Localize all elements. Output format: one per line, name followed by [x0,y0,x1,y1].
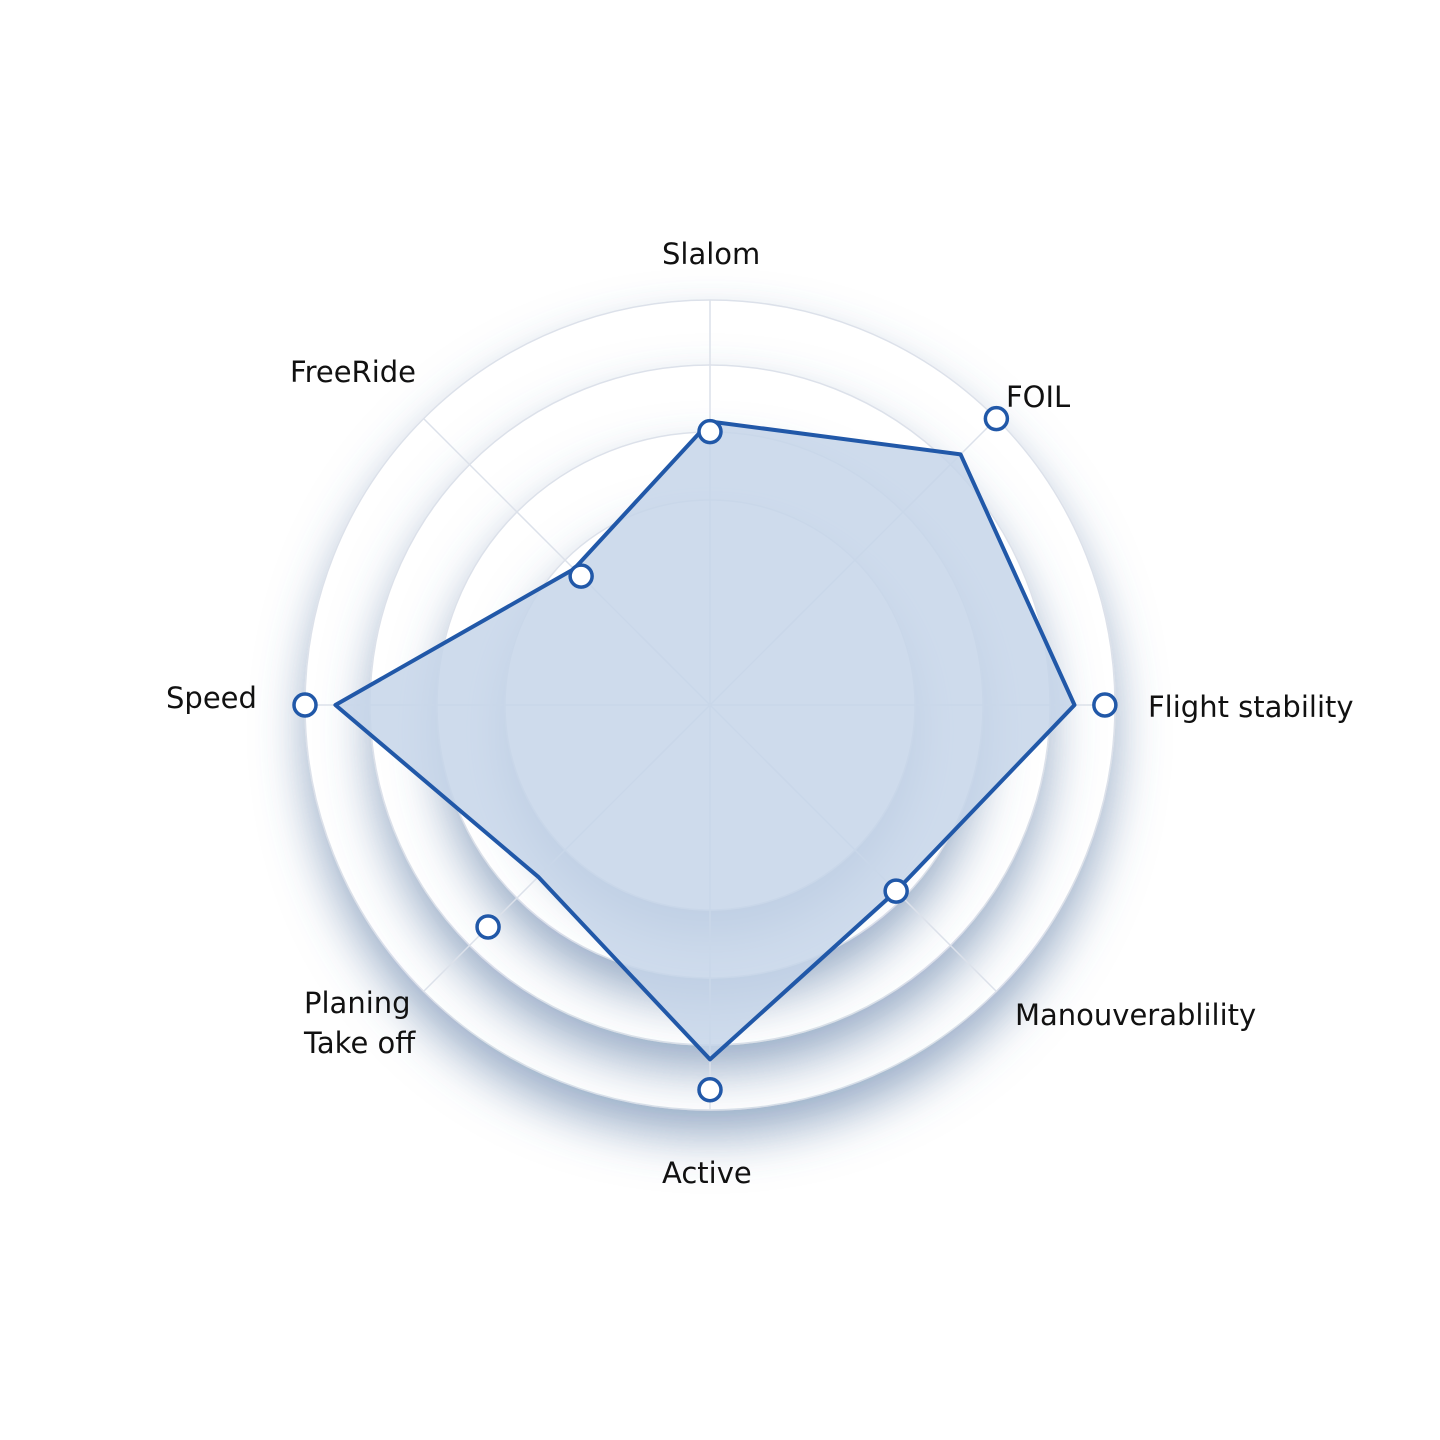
value-marker [568,563,594,589]
value-marker [1092,692,1118,718]
value-marker [697,418,723,445]
value-marker [475,914,501,940]
series-area [333,419,1077,1062]
axis-label-freeride: FreeRide [290,355,416,389]
axis-label-slalom: Slalom [662,237,761,271]
axis-label-foil: FOIL [1006,380,1071,414]
axis-label-planing-take-off: Planing Take off [304,986,416,1061]
value-marker [983,405,1010,432]
axis-label-flight-stability: Flight stability [1148,690,1354,724]
axis-label-active: Active [662,1156,752,1190]
value-markers [292,405,1118,1103]
value-marker [697,1077,723,1103]
data-series [333,419,1077,1062]
value-marker [292,692,318,718]
axis-label-speed: Speed [166,681,257,715]
axis-label-manouverablility: Manouverablility [1015,998,1257,1032]
value-marker [883,878,909,904]
